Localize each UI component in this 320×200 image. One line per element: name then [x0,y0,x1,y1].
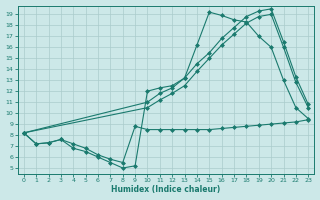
X-axis label: Humidex (Indice chaleur): Humidex (Indice chaleur) [111,185,221,194]
